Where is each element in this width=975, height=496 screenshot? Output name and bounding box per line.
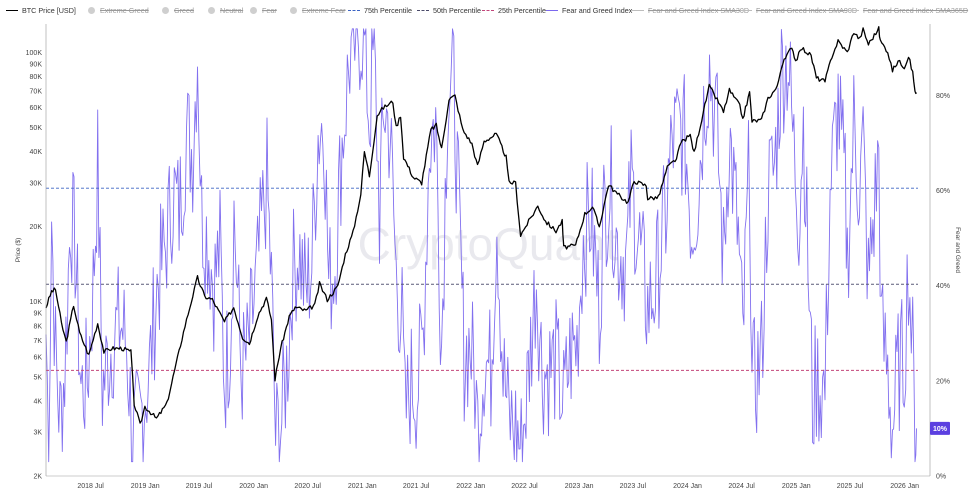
legend-swatch-icon (546, 9, 558, 11)
legend-item[interactable]: Fear and Greed Index SMA90D (740, 4, 857, 16)
legend-item[interactable]: BTC Price [USD] (6, 4, 76, 16)
legend-item[interactable]: Fear and Greed Index SMA365D (847, 4, 968, 16)
legend-item[interactable]: Greed (162, 4, 194, 16)
y-left-tick-label: 40K (30, 149, 43, 156)
legend-label: 75th Percentile (364, 5, 412, 15)
legend-item[interactable]: Neutral (208, 4, 243, 16)
legend-swatch-icon (847, 9, 859, 11)
legend-swatch-icon (348, 9, 360, 11)
y-left-tick-label: 6K (33, 355, 42, 362)
legend-label: Fear (262, 5, 277, 15)
legend-item[interactable]: Fear (250, 4, 277, 16)
y-left-tick-label: 30K (30, 180, 43, 187)
legend-swatch-icon (6, 9, 18, 11)
legend-swatch-icon (208, 6, 215, 14)
legend-swatch-icon (417, 9, 429, 11)
y-left-tick-label: 9K (33, 311, 42, 318)
y-left-tick-label: 10K (30, 299, 43, 306)
x-tick-label: 2023 Jul (620, 483, 647, 490)
legend-item[interactable]: 75th Percentile (348, 4, 412, 16)
x-tick-label: 2023 Jan (565, 483, 594, 490)
fear-greed-line (45, 28, 917, 463)
btc-price-series (45, 26, 917, 424)
y-left-tick-label: 80K (30, 74, 43, 81)
legend-label: Fear and Greed Index SMA90D (756, 5, 858, 15)
x-tick-label: 2021 Jul (403, 483, 430, 490)
y-left-tick-label: 100K (26, 50, 43, 57)
y-right-tick-label: 0% (936, 474, 946, 481)
legend-swatch-icon (88, 6, 95, 14)
legend-item[interactable]: 25th Percentile (482, 4, 546, 16)
current-fg-badge-label: 10% (933, 426, 948, 433)
legend-label: Greed (174, 5, 194, 15)
axes: 2K 3K 4K 5K 6K 7K 8K 9K 10K 20K 30K 40K 50K 60K 70K 80K… (15, 24, 961, 490)
x-tick-label: 2025 Jan (782, 483, 811, 490)
y-right-tick-label: 80% (936, 93, 950, 100)
legend-swatch-icon (482, 9, 494, 11)
x-tick-label: 2022 Jul (511, 483, 538, 490)
legend-item[interactable]: 50th Percentile (417, 4, 481, 16)
legend-label: Extreme Fear (302, 5, 346, 15)
legend-swatch-icon (162, 6, 169, 14)
y-left-tick-label: 2K (33, 474, 42, 481)
y-left-tick-label: 70K (30, 89, 43, 96)
legend-item[interactable]: Extreme Greed (88, 4, 149, 16)
chart-legend: BTC Price [USD] Extreme Greed Greed Neutral… (0, 0, 975, 22)
fear-greed-series (45, 28, 917, 463)
y-left-tick-label: 20K (30, 224, 43, 231)
legend-swatch-icon (250, 6, 257, 14)
legend-swatch-icon (290, 6, 297, 14)
y-left-tick-label: 90K (30, 61, 43, 68)
y-left-tick-label: 7K (33, 338, 42, 345)
y-right-tick-label: 60% (936, 188, 950, 195)
x-tick-label: 2021 Jan (348, 483, 377, 490)
x-tick-label: 2025 Jul (837, 483, 864, 490)
legend-label: BTC Price [USD] (22, 5, 76, 15)
x-tick-label: 2018 Jul (77, 483, 104, 490)
watermark: CryptoQuant (358, 218, 619, 270)
x-tick-label: 2019 Jan (131, 483, 160, 490)
y-right-tick-label: 40% (936, 283, 950, 290)
legend-label: Fear and Greed Index SMA365D (863, 5, 969, 15)
legend-label: Extreme Greed (100, 5, 149, 15)
y-right-axis-title: Fear and Greed (954, 227, 961, 273)
current-fg-badge-box (930, 421, 950, 435)
x-tick-label: 2020 Jan (239, 483, 268, 490)
x-tick-label: 2024 Jul (728, 483, 755, 490)
legend-item[interactable]: Fear and Greed Index SMA30D (632, 4, 749, 16)
x-tick-label: 2022 Jan (456, 483, 485, 490)
current-fg-badge: 10% (930, 421, 950, 435)
y-left-tick-label: 3K (33, 430, 42, 437)
legend-label: Fear and Greed Index (562, 5, 633, 15)
x-tick-label: 2024 Jan (673, 483, 702, 490)
y-left-axis-title: Price ($) (15, 238, 22, 263)
x-tick-label: 2020 Jul (294, 483, 321, 490)
btc-price-line (45, 26, 917, 424)
x-tick-label: 2019 Jul (186, 483, 213, 490)
legend-label: 50th Percentile (433, 5, 481, 15)
y-left-tick-label: 4K (33, 398, 42, 405)
legend-label: Neutral (220, 5, 244, 15)
legend-item[interactable]: Fear and Greed Index (546, 4, 632, 16)
y-left-tick-label: 8K (33, 323, 42, 330)
y-left-tick-label: 5K (33, 374, 42, 381)
legend-label: Fear and Greed Index SMA30D (648, 5, 750, 15)
legend-swatch-icon (740, 9, 752, 11)
x-tick-label: 2026 Jan (890, 483, 919, 490)
y-right-tick-label: 20% (936, 378, 950, 385)
y-left-tick-label: 50K (30, 125, 43, 132)
percentile-lines (46, 187, 918, 371)
legend-label: 25th Percentile (498, 5, 546, 15)
y-left-tick-label: 60K (30, 105, 43, 112)
legend-swatch-icon (632, 9, 644, 11)
legend-item[interactable]: Extreme Fear (290, 4, 346, 16)
